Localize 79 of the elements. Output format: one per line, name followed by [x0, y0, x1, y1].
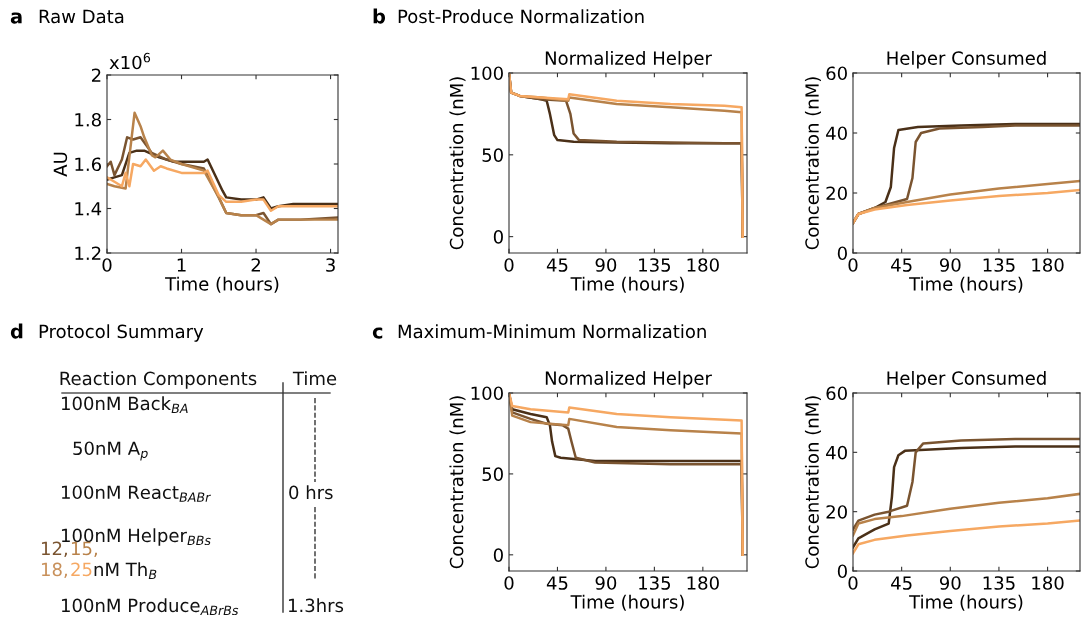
x-axis-title: Time (hours) [570, 276, 684, 293]
text: 15, [71, 541, 97, 558]
x-tick-label: 135 [983, 576, 1015, 590]
x-tick-label: 1 [177, 258, 186, 272]
x-tick-label: 90 [939, 576, 961, 590]
chart-title: Normalized Helper [545, 50, 712, 69]
x-tick-label: 0 [848, 576, 858, 590]
chart-subtitle: Post-Produce Normalization [398, 9, 644, 24]
x-tick-label: 0 [848, 258, 858, 272]
text: 1.3hrs [288, 598, 344, 613]
x-tick-label: 45 [546, 258, 568, 272]
text: a [10, 12, 22, 24]
x-axis-title: Time (hours) [909, 594, 1023, 611]
x-tick-label: 135 [639, 576, 671, 590]
x-axis-title: Time (hours) [909, 276, 1023, 293]
x-tick-label: 3 [326, 258, 335, 272]
x-tick-label: 2 [251, 258, 260, 272]
x-tick-label: 0 [504, 258, 514, 272]
chart-title: Helper Consumed [887, 50, 1046, 69]
text: Protocol Summary [39, 324, 204, 342]
x-tick-label: 90 [939, 258, 961, 272]
chart-subtitle: Maximum-Minimum Normalization [398, 324, 706, 339]
x-tick-label: 180 [1032, 576, 1064, 590]
y-axis-title: Concentration (nM) [804, 396, 822, 569]
y-tick-label: 20 [826, 186, 847, 201]
text: b [373, 8, 386, 24]
x-tick-label: 0 [504, 576, 514, 590]
text: nM Th$_{B}$ [94, 562, 157, 579]
text: x10$^{6}$ [109, 52, 151, 70]
y-tick-label: 100 [471, 66, 503, 81]
y-tick-label: 0 [493, 548, 503, 562]
chart-title: Raw Data [39, 9, 124, 24]
x-axis-title: Time (hours) [570, 594, 684, 611]
x-tick-label: 0 [102, 258, 112, 272]
x-tick-label: 90 [595, 258, 617, 272]
y-tick-label: 1.2 [75, 246, 101, 260]
y-tick-label: 1.8 [75, 112, 101, 127]
y-tick-label: 0 [493, 230, 503, 244]
x-tick-label: 45 [546, 576, 568, 590]
y-tick-label: 100 [471, 386, 503, 401]
y-tick-label: 20 [826, 505, 847, 519]
x-tick-label: 45 [891, 576, 912, 590]
y-tick-label: 0 [837, 246, 847, 261]
y-tick-label: 40 [826, 126, 847, 141]
y-tick-label: 0 [837, 564, 847, 579]
chart-title: Helper Consumed [887, 370, 1046, 389]
x-tick-label: 180 [687, 258, 719, 272]
text: d [10, 323, 23, 339]
text: 18, [41, 562, 67, 579]
y-tick-label: 50 [482, 148, 503, 162]
x-axis-title: Time (hours) [165, 276, 279, 293]
x-tick-label: 90 [595, 576, 617, 590]
x-tick-label: 180 [1032, 258, 1064, 272]
x-tick-label: 135 [983, 258, 1015, 272]
text: Reaction Components [60, 371, 257, 389]
y-tick-label: 40 [826, 445, 847, 460]
text: 12, [41, 541, 67, 558]
text: 100nM Back$_{BA}$ [61, 396, 188, 413]
y-axis-title: Concentration (nM) [804, 77, 822, 250]
text: 0 hrs [289, 485, 333, 500]
y-axis-title: AU [53, 152, 68, 177]
text: 50nM A$_{p}$ [73, 441, 148, 461]
y-tick-label: 1.6 [75, 157, 101, 172]
text: 25 [71, 562, 92, 577]
text: Time [292, 371, 337, 386]
y-tick-label: 1.4 [75, 202, 102, 216]
y-axis-title: Concentration (nM) [449, 396, 466, 569]
x-tick-label: 135 [639, 258, 671, 272]
x-tick-label: 180 [687, 576, 719, 590]
text: 100nM React$_{BABr}$ [61, 485, 211, 502]
y-tick-label: 50 [482, 467, 503, 482]
x-tick-label: 45 [891, 258, 912, 272]
text: 100nM Produce$_{ABrBs}$ [61, 598, 239, 616]
y-tick-label: 60 [826, 66, 847, 81]
y-tick-label: 60 [826, 386, 847, 401]
y-tick-label: 2 [91, 68, 101, 82]
y-axis-title: Concentration (nM) [449, 77, 466, 250]
chart-title: Normalized Helper [545, 370, 712, 389]
text: c [372, 327, 383, 339]
